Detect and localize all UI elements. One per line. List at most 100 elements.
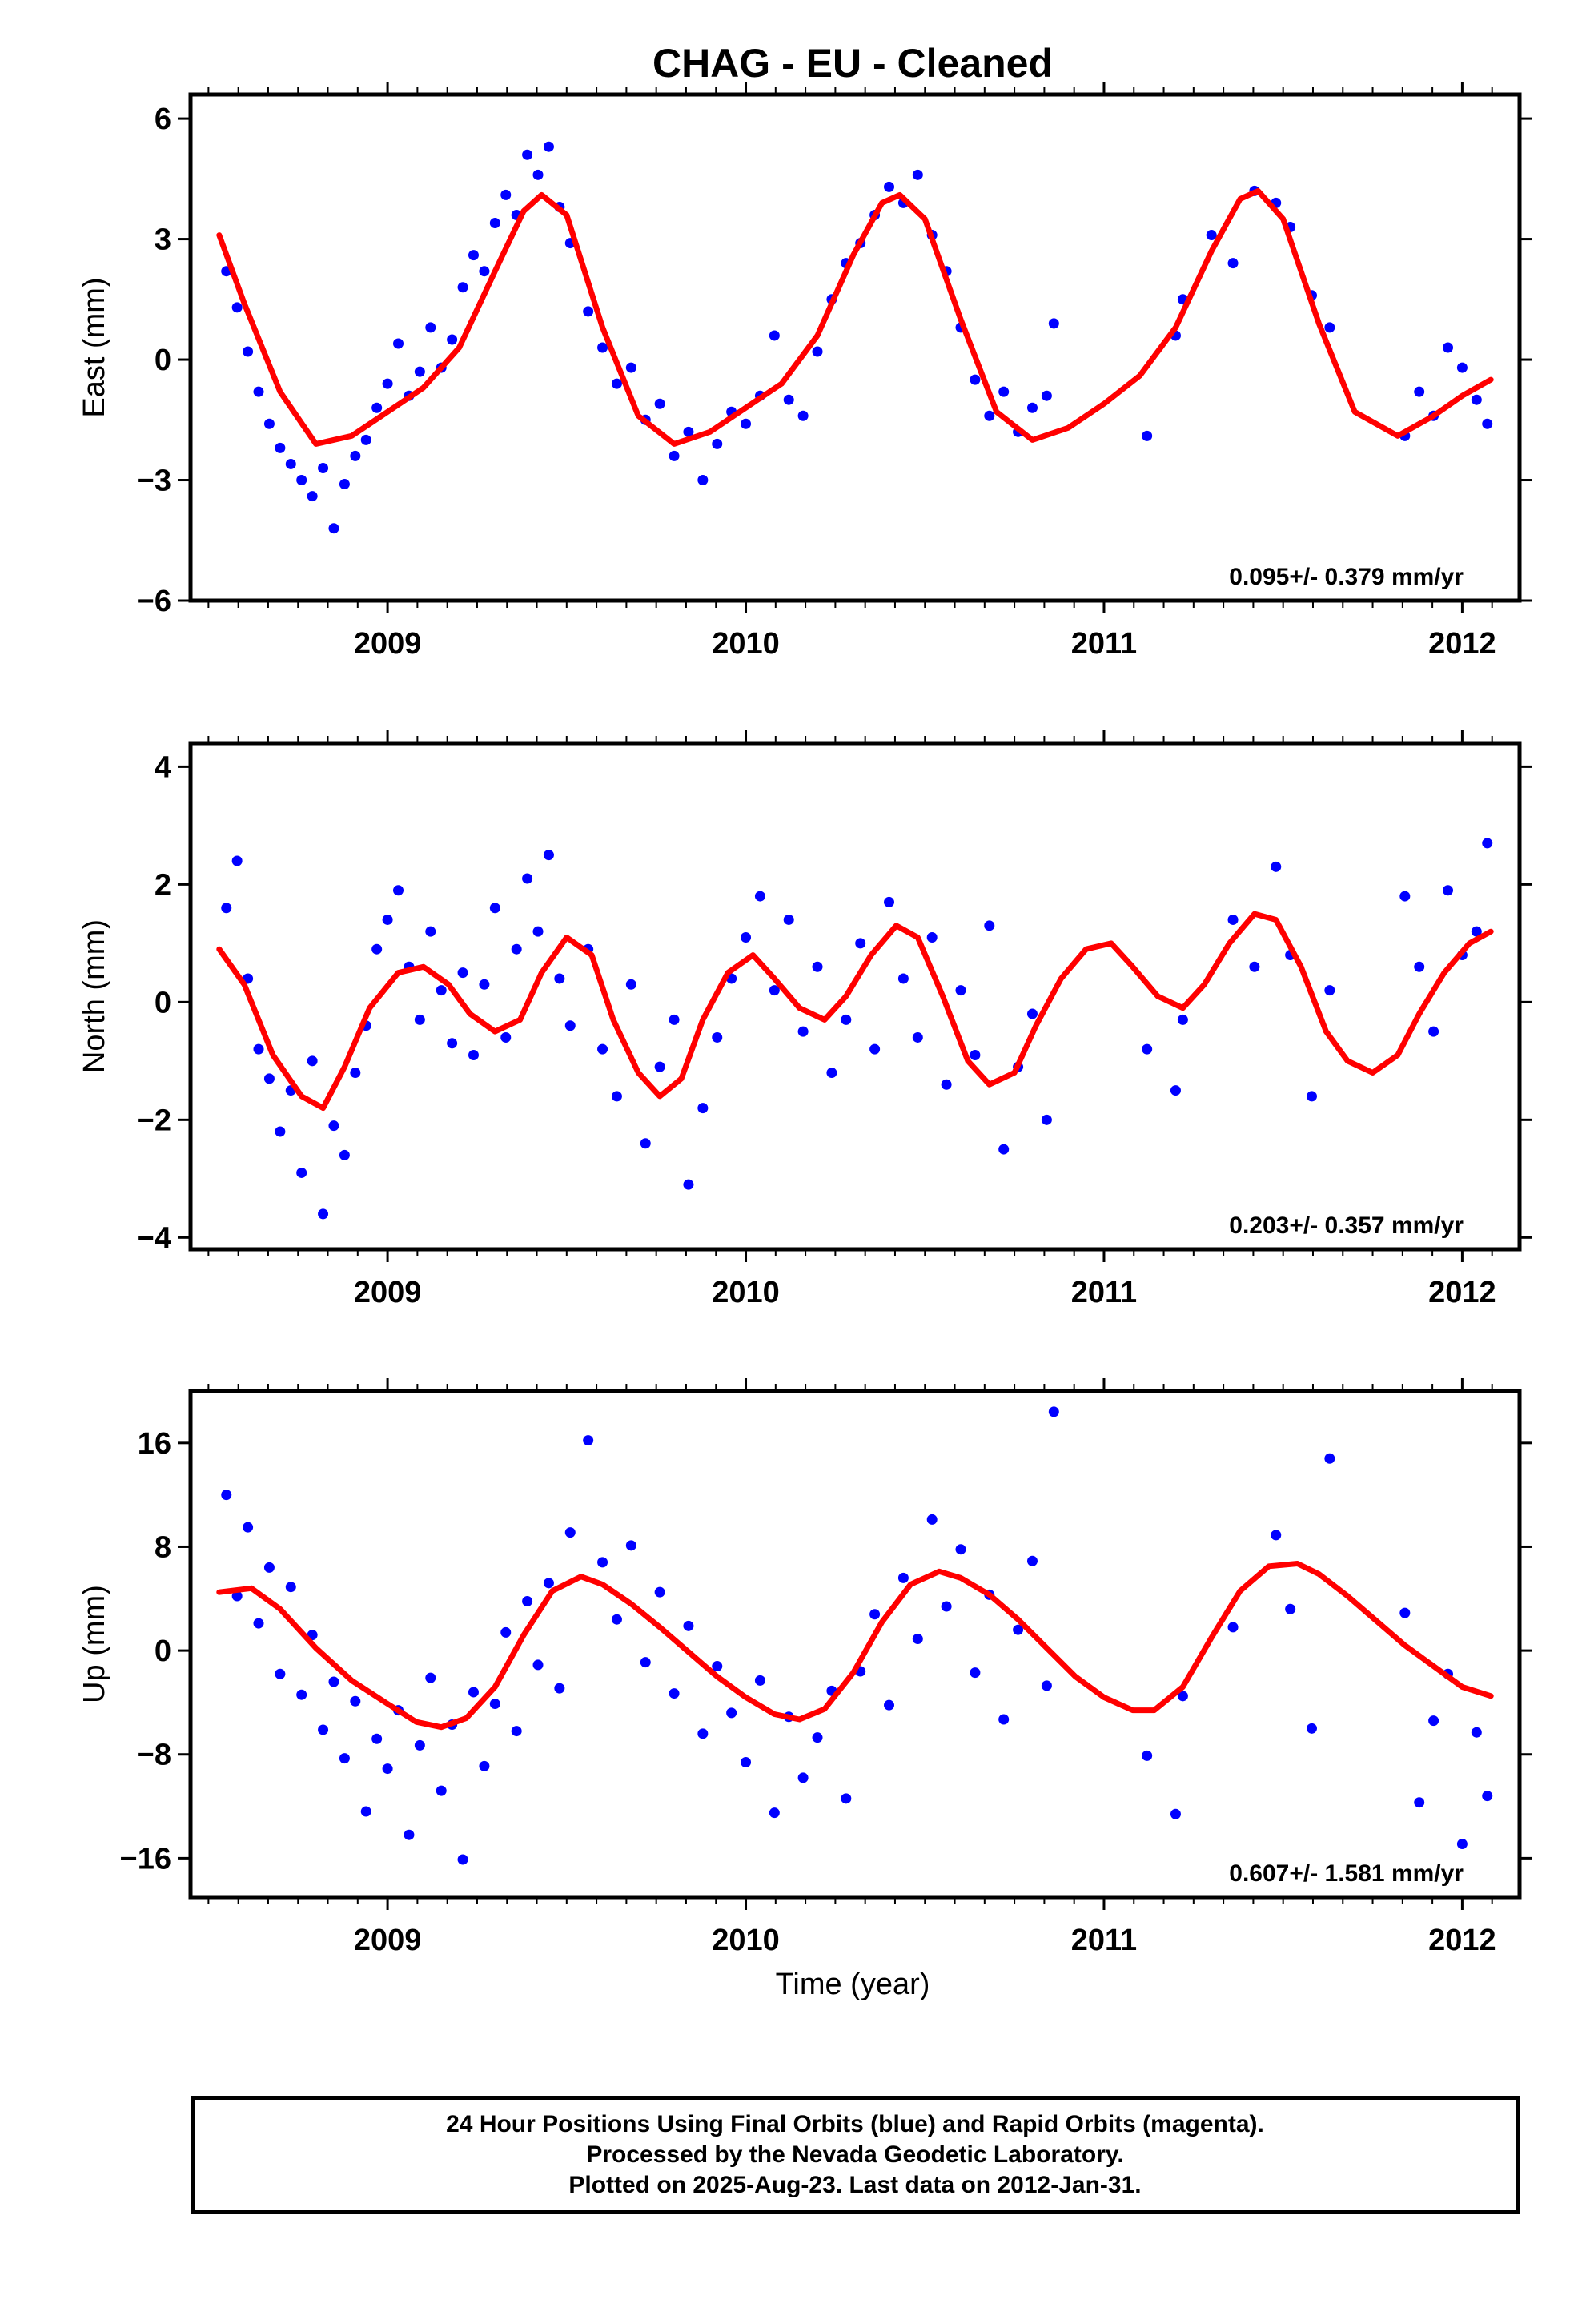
footer-line-3: Plotted on 2025-Aug-23. Last data on 201… <box>568 2172 1142 2198</box>
y-axis-label-up: Up (mm) <box>78 1585 111 1703</box>
data-point <box>1482 418 1493 429</box>
data-point <box>741 1756 752 1767</box>
y-tick-label: 16 <box>138 1427 171 1461</box>
plot-area <box>216 838 1494 1220</box>
data-point <box>1324 1453 1335 1464</box>
data-point <box>797 410 809 421</box>
data-point <box>611 378 622 389</box>
data-point <box>625 979 636 990</box>
data-point <box>231 1590 243 1602</box>
data-point <box>683 426 694 437</box>
data-point <box>654 1061 665 1072</box>
data-point <box>712 1661 723 1672</box>
y-tick-label: −3 <box>137 464 171 498</box>
data-point <box>275 1126 286 1137</box>
data-point <box>532 926 544 937</box>
data-point <box>697 1103 709 1114</box>
data-point <box>382 914 393 925</box>
data-point <box>712 438 723 449</box>
data-point <box>955 1544 966 1555</box>
data-point <box>955 985 966 996</box>
rate-annotation: 0.607+/- 1.581 mm/yr <box>1229 1860 1464 1887</box>
y-tick-label: 0 <box>155 986 171 1019</box>
data-point <box>425 926 436 937</box>
data-point <box>339 1753 350 1764</box>
data-point <box>697 1728 709 1739</box>
data-point <box>371 402 383 413</box>
y-tick-label: 0 <box>155 1634 171 1668</box>
footer-legend-box: 24 Hour Positions Using Final Orbits (bl… <box>191 2096 1520 2214</box>
data-point <box>532 169 544 180</box>
data-point <box>371 1733 383 1744</box>
data-point <box>275 442 286 453</box>
data-point <box>625 1540 636 1551</box>
data-point <box>1026 402 1038 413</box>
panel-east: 2009 2010 2011 2012 −6 −3 0 3 6 East (mm) 0.095+/-… <box>78 82 1532 661</box>
data-point <box>275 1668 286 1679</box>
data-point <box>414 1014 425 1025</box>
data-point <box>1170 1085 1181 1096</box>
data-point <box>1041 390 1052 401</box>
data-point <box>221 1490 232 1501</box>
data-point <box>243 1522 254 1533</box>
rate-annotation: 0.203+/- 0.357 mm/yr <box>1229 1212 1464 1239</box>
data-point <box>583 1435 594 1446</box>
data-point <box>1414 1797 1425 1808</box>
data-point <box>221 903 232 914</box>
data-point <box>1048 1406 1059 1417</box>
data-point <box>1142 430 1153 441</box>
data-point <box>307 1055 318 1067</box>
data-point <box>285 458 296 469</box>
data-point <box>697 475 709 486</box>
footer-line-2: Processed by the Nevada Geodetic Laborat… <box>586 2141 1124 2168</box>
x-tick-label: 2012 <box>1428 1276 1496 1309</box>
data-point <box>1013 1624 1024 1635</box>
data-point <box>1456 362 1468 373</box>
data-point <box>479 266 490 277</box>
y-tick-label: 0 <box>155 344 171 377</box>
data-point <box>884 1699 895 1711</box>
y-axis-label-north: North (mm) <box>78 919 111 1073</box>
data-point <box>754 1675 765 1686</box>
data-point <box>640 1138 651 1149</box>
data-point <box>654 398 665 409</box>
data-point <box>360 1806 371 1817</box>
data-point <box>625 362 636 373</box>
data-point <box>597 342 608 353</box>
data-point <box>597 1043 608 1055</box>
data-point <box>296 1689 307 1700</box>
data-point <box>812 961 823 972</box>
data-point <box>382 1763 393 1775</box>
data-point <box>425 322 436 333</box>
data-point <box>726 1707 737 1719</box>
data-point <box>998 1714 1010 1725</box>
data-point <box>253 1043 264 1055</box>
data-point <box>783 394 794 405</box>
data-point <box>1048 318 1059 329</box>
data-point <box>769 1807 780 1819</box>
data-point <box>296 1167 307 1178</box>
rate-annotation: 0.095+/- 0.379 mm/yr <box>1229 564 1464 590</box>
data-point <box>869 1043 881 1055</box>
data-point <box>912 1634 923 1645</box>
y-tick-label: 8 <box>155 1530 171 1564</box>
data-point <box>468 1049 479 1060</box>
x-tick-label: 2009 <box>354 627 422 661</box>
data-point <box>884 896 895 907</box>
data-point <box>382 378 393 389</box>
data-point <box>1026 1555 1038 1566</box>
data-point <box>253 1618 264 1629</box>
data-point <box>897 973 909 984</box>
data-point <box>532 1659 544 1671</box>
chart-figure: CHAG - EU - Cleaned 2009 2010 2011 2012 −6 −3… <box>78 41 1532 2001</box>
data-point <box>712 1031 723 1043</box>
data-point <box>926 1514 938 1525</box>
x-tick-label: 2011 <box>1071 627 1137 661</box>
chart-title: CHAG - EU - Cleaned <box>652 41 1053 86</box>
data-point <box>393 885 404 896</box>
data-point <box>797 1026 809 1037</box>
data-point <box>318 1208 329 1220</box>
y-tick-label: −6 <box>137 585 171 618</box>
y-tick-label: −4 <box>137 1221 171 1255</box>
data-point <box>741 418 752 429</box>
